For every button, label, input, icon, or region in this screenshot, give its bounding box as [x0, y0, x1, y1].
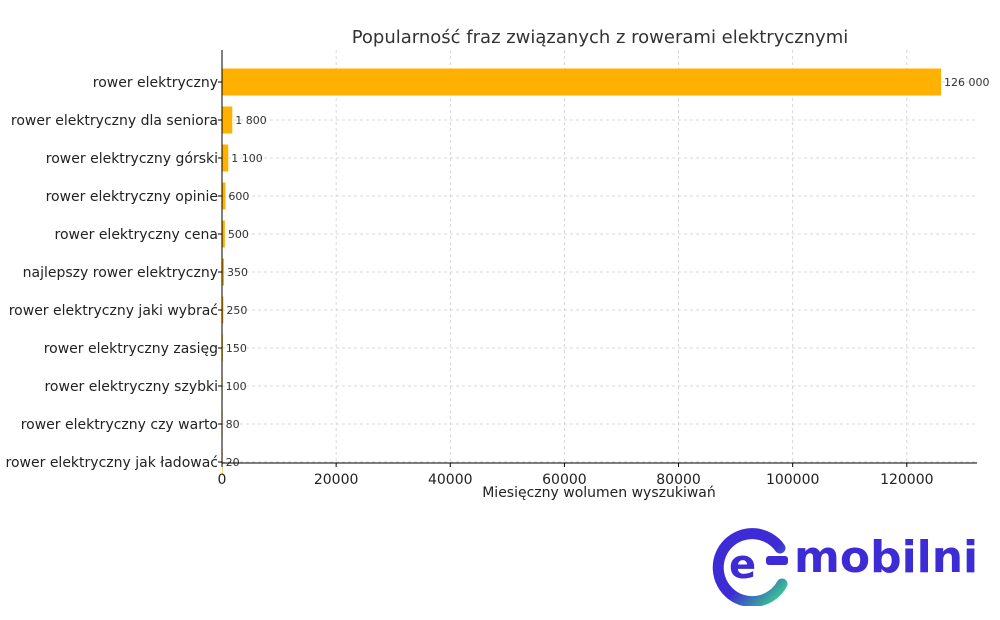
data-label: 1 800 [235, 114, 266, 127]
x-tick-label: 0 [218, 472, 227, 488]
data-label: 80 [226, 418, 240, 431]
data-label: 250 [226, 304, 247, 317]
data-label: 500 [228, 228, 249, 241]
data-label: 150 [226, 342, 247, 355]
bar [222, 296, 224, 324]
e-mobilni-logo: e mobilni [712, 526, 982, 606]
data-label: 1 100 [231, 152, 263, 165]
category-label: rower elektryczny zasięg [44, 341, 218, 357]
grid [222, 50, 977, 463]
x-tick-label: 80000 [656, 472, 701, 488]
bar [222, 106, 233, 134]
category-label: rower elektryczny szybki [44, 379, 218, 395]
x-tick-label: 20000 [314, 472, 359, 488]
bar [222, 182, 226, 210]
logo-wordmark: mobilni [794, 532, 979, 583]
axes: 0 20000 40000 60000 80000 100000 120000 rower e… [6, 50, 977, 488]
category-label: najlepszy rower elektryczny [23, 265, 218, 281]
chart-title: Popularność fraz związanych z rowerami e… [352, 27, 849, 48]
category-label: rower elektryczny czy warto [21, 417, 218, 433]
category-label: rower elektryczny jak ładować [6, 455, 218, 471]
bar [222, 68, 942, 96]
bar [222, 258, 224, 286]
svg-text:e: e [729, 542, 756, 588]
logo-e-mark-icon: e [712, 528, 788, 606]
category-label: rower elektryczny jaki wybrać [9, 303, 218, 319]
x-tick-label: 40000 [428, 472, 473, 488]
data-label: 600 [228, 190, 249, 203]
bar [222, 220, 225, 248]
data-label: 126 000 [944, 76, 990, 89]
data-label: 350 [227, 266, 248, 279]
x-tick-label: 120000 [880, 472, 933, 488]
category-label: rower elektryczny górski [46, 151, 218, 167]
data-label: 100 [226, 380, 247, 393]
x-tick-label: 60000 [542, 472, 587, 488]
x-axis-label: Miesięczny wolumen wyszukiwań [482, 485, 716, 501]
category-label: rower elektryczny [93, 75, 218, 91]
x-tick-label: 100000 [766, 472, 819, 488]
category-label: rower elektryczny opinie [46, 189, 218, 205]
category-label: rower elektryczny dla seniora [11, 113, 218, 129]
category-label: rower elektryczny cena [55, 227, 218, 243]
bar [222, 144, 229, 172]
